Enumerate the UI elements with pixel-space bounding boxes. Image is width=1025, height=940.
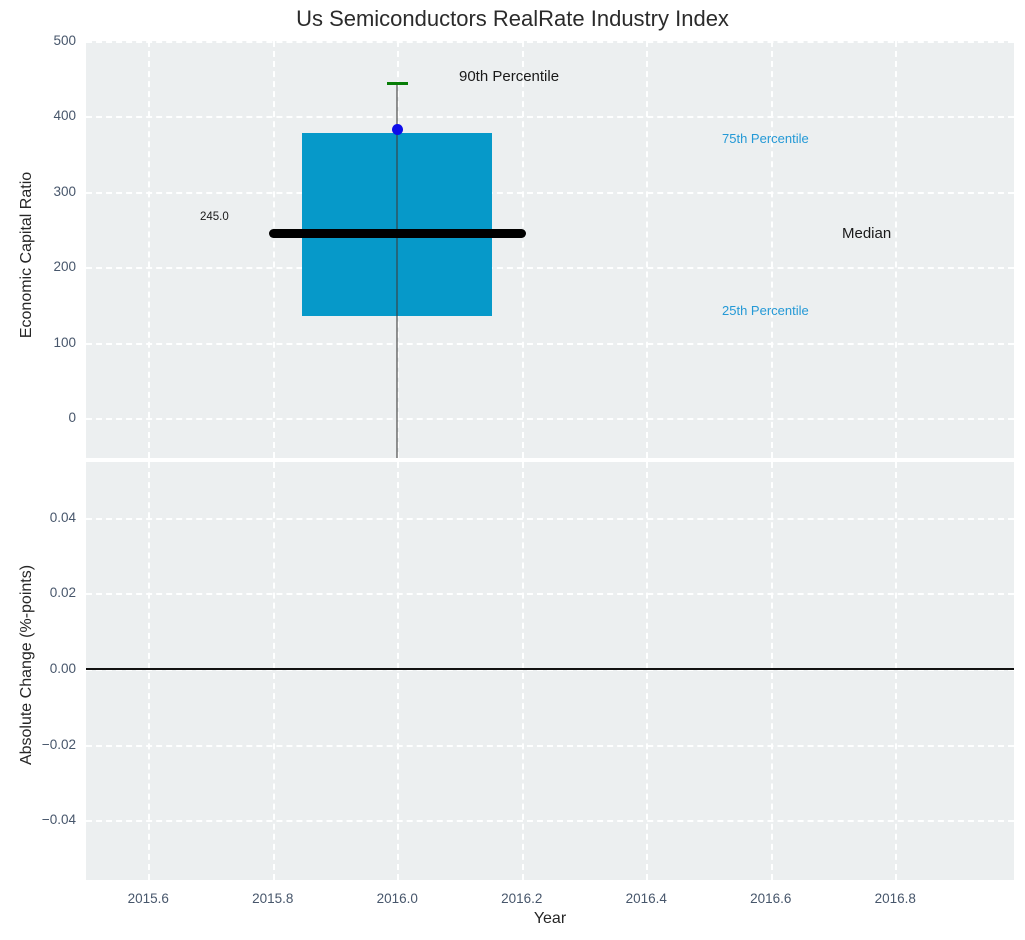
y-tick-label: 0	[68, 410, 76, 425]
gridline-horizontal	[86, 517, 1014, 520]
gridline-horizontal	[86, 267, 1014, 270]
gridline-horizontal	[86, 41, 1014, 43]
gridline-vertical	[770, 41, 773, 458]
median-line	[268, 228, 526, 238]
gridline-horizontal	[86, 820, 1014, 823]
gridline-vertical	[148, 41, 151, 458]
annotation-90th-percentile: 90th Percentile	[459, 68, 560, 85]
annotation-75th-percentile: 75th Percentile	[722, 131, 809, 146]
bottom-plot-area	[86, 462, 1014, 880]
gridline-vertical	[770, 462, 773, 880]
gridline-vertical	[272, 41, 275, 458]
gridline-horizontal	[86, 191, 1014, 194]
y-tick-label: 100	[53, 334, 76, 350]
whisker-line	[396, 83, 399, 458]
gridline-vertical	[895, 41, 898, 458]
gridline-vertical	[148, 462, 151, 880]
y-tick-label: 200	[53, 259, 76, 275]
x-tick-label: 2016.0	[376, 891, 418, 906]
gridline-vertical	[272, 462, 275, 880]
x-tick-label: 2016.8	[874, 891, 916, 906]
y-tick-label: 0.02	[49, 585, 76, 601]
annotation-median: Median	[842, 225, 892, 242]
y-tick-label: 500	[53, 33, 76, 48]
gridline-vertical	[521, 462, 524, 880]
gridline-horizontal	[86, 669, 1014, 671]
chart-title: Us Semiconductors RealRate Industry Inde…	[296, 6, 729, 31]
y-tick-label: −0.02	[41, 736, 76, 752]
gridline-horizontal	[86, 418, 1014, 420]
whisker-cap-90th	[386, 82, 408, 86]
gridline-vertical	[895, 462, 898, 880]
y-tick-label: −0.04	[41, 812, 76, 828]
top-plot-area	[86, 41, 1014, 458]
y-tick-label: 400	[53, 108, 76, 124]
gridline-horizontal	[86, 593, 1014, 596]
x-tick-label: 2015.6	[127, 891, 169, 906]
x-axis-label: Year	[533, 910, 567, 927]
zero-reference-line	[86, 668, 1014, 670]
x-tick-label: 2016.4	[625, 891, 667, 906]
y-tick-label: 0.04	[49, 509, 76, 525]
gridline-vertical	[397, 462, 400, 880]
gridline-vertical	[521, 41, 524, 458]
gridline-vertical	[646, 41, 649, 458]
y-tick-label: 0.00	[49, 661, 76, 676]
median-value-label: 245.0	[200, 211, 229, 223]
x-tick-label: 2015.8	[252, 891, 294, 906]
gridline-vertical	[646, 462, 649, 880]
y-tick-label: 300	[53, 183, 76, 199]
gridline-horizontal	[86, 342, 1014, 345]
company-data-point	[391, 123, 403, 135]
gridline-horizontal	[86, 744, 1014, 747]
x-tick-label: 2016.6	[750, 891, 792, 906]
annotation-25th-percentile: 25th Percentile	[722, 303, 809, 318]
x-tick-label: 2016.2	[501, 891, 543, 906]
gridline-horizontal	[86, 116, 1014, 119]
